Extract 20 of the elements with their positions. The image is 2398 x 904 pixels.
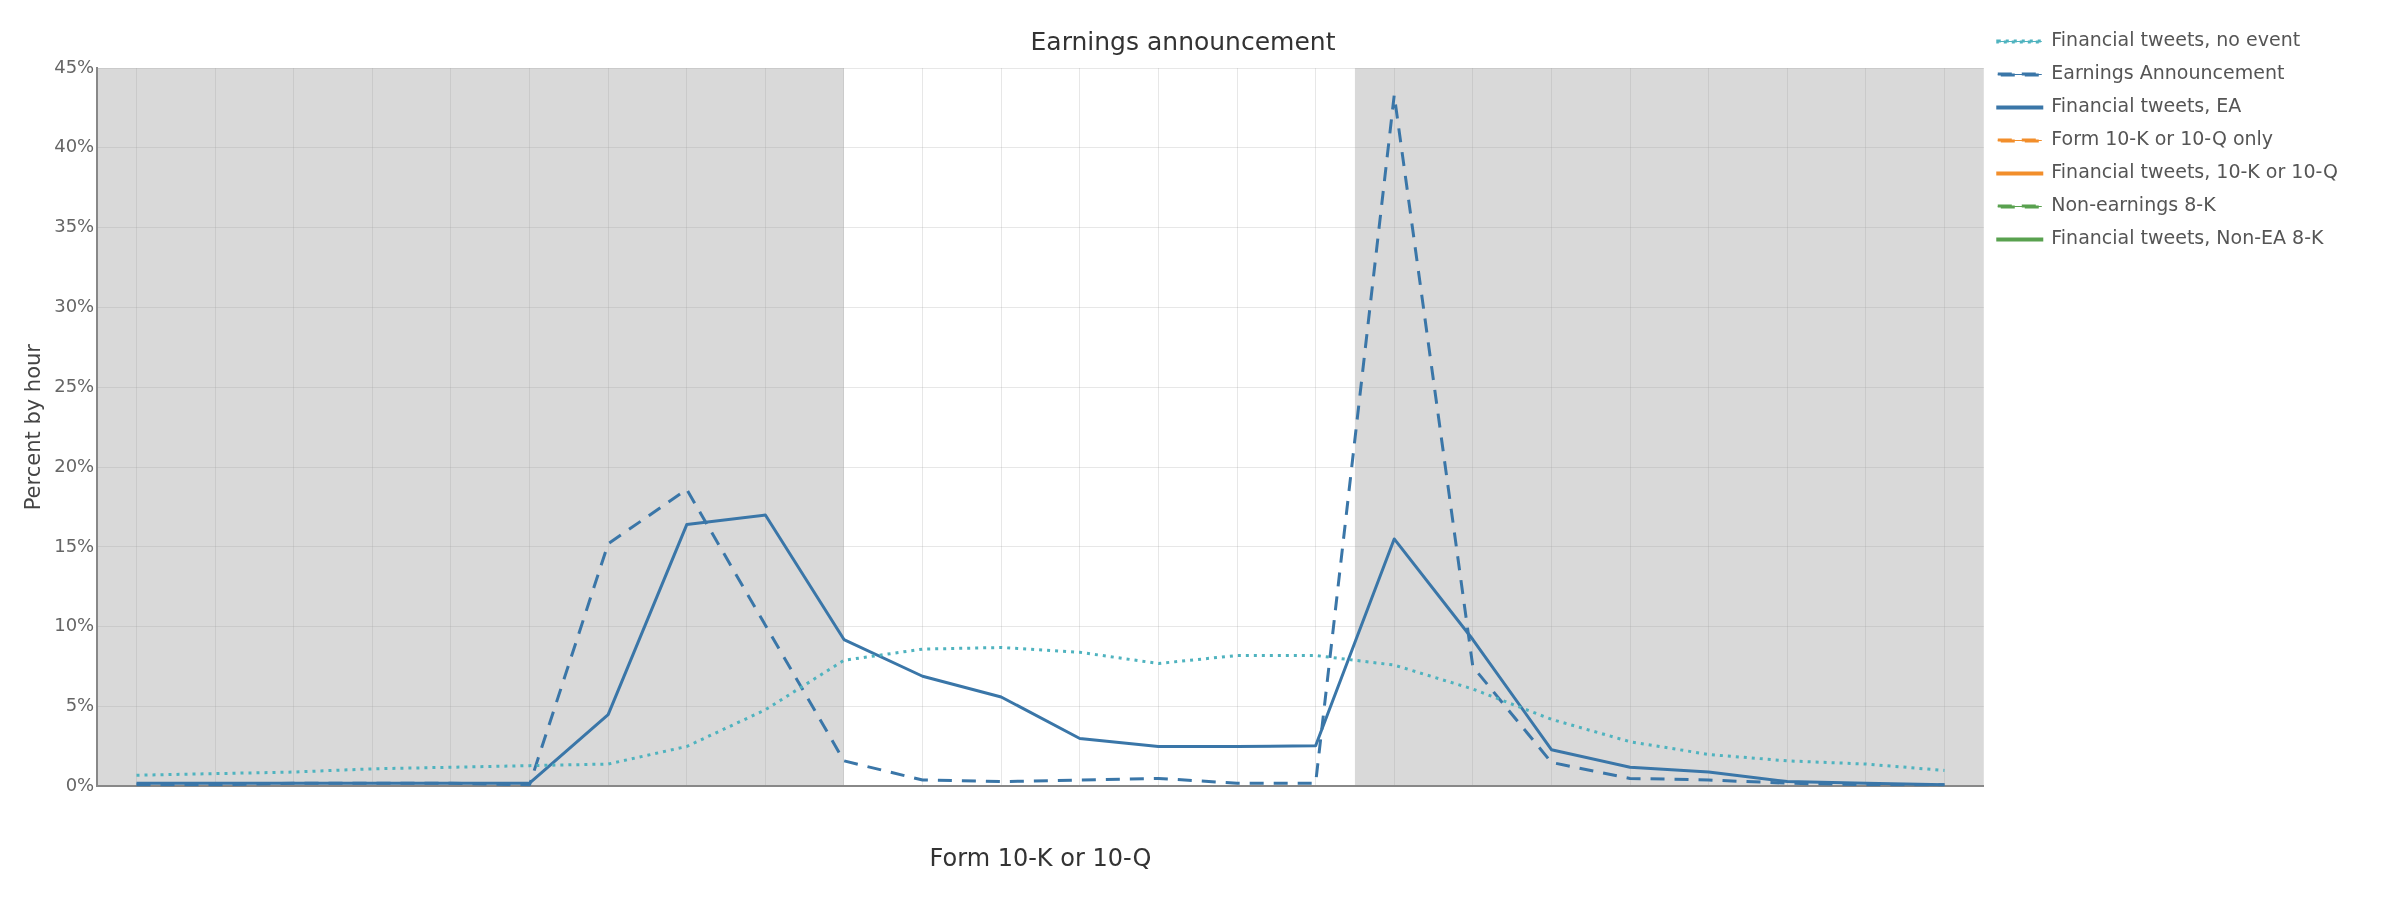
x-axis-title: Form 10-K or 10-Q: [929, 843, 1152, 872]
y-axis-title: Percent by hour: [21, 343, 46, 511]
legend-label: Financial tweets, no event: [2051, 28, 2301, 51]
y-tick-label: 15%: [54, 534, 95, 556]
y-tick-label: 40%: [54, 135, 95, 157]
y-tick-label: 5%: [65, 694, 95, 716]
y-tick-label: 10%: [54, 614, 95, 636]
y-tick-label: 25%: [54, 374, 95, 396]
legend-label: Financial tweets, Non-EA 8-K: [2051, 226, 2325, 249]
legend-label: Financial tweets, 10-K or 10-Q: [2051, 160, 2339, 183]
y-tick-label: 20%: [54, 454, 95, 476]
y-tick-label: 35%: [54, 215, 95, 237]
legend-label: Form 10-K or 10-Q only: [2051, 127, 2274, 150]
y-tick-label: 45%: [54, 55, 95, 77]
legend-label: Non-earnings 8-K: [2051, 193, 2217, 216]
y-tick-label: 30%: [54, 295, 95, 317]
chart-title: Earnings announcement: [1030, 26, 1336, 56]
legend-label: Earnings Announcement: [2051, 61, 2285, 84]
legend-label: Financial tweets, EA: [2051, 94, 2242, 117]
y-tick-label: 0%: [65, 774, 95, 796]
